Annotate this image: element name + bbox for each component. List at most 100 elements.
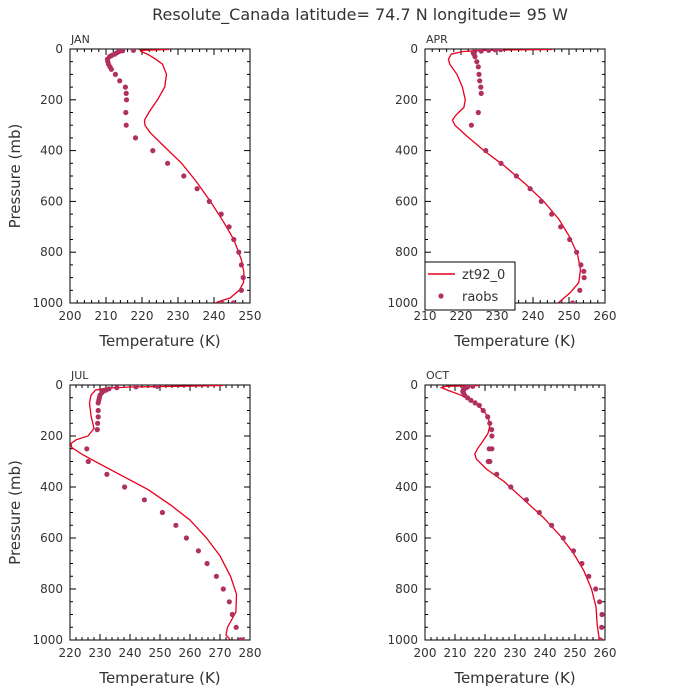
obs-point bbox=[570, 300, 576, 303]
obs-point bbox=[238, 262, 244, 268]
obs-point bbox=[597, 599, 603, 605]
y-tick-label: 600 bbox=[40, 194, 63, 208]
y-tick-label: 0 bbox=[410, 42, 418, 56]
obs-point bbox=[579, 560, 585, 567]
obs-point bbox=[468, 397, 474, 403]
obs-point bbox=[132, 135, 139, 141]
obs-point bbox=[489, 433, 495, 439]
obs-point bbox=[226, 224, 232, 230]
obs-point bbox=[104, 471, 110, 477]
x-tick-label: 200 bbox=[414, 646, 437, 660]
panel-apr: 210 220 230 240 250 260 0 200 400 600 800 1000 APR Te… bbox=[387, 33, 616, 350]
obs-point bbox=[218, 211, 224, 217]
obs-point bbox=[181, 173, 187, 179]
panel-jan: 200 210 220 230 240 250 0 200 400 600 800 1000 JAN Te… bbox=[6, 33, 261, 350]
data-layer bbox=[447, 49, 587, 303]
y-tick-label: 400 bbox=[395, 144, 418, 158]
obs-point bbox=[123, 97, 130, 103]
obs-point bbox=[239, 637, 245, 640]
obs-point bbox=[220, 586, 226, 592]
y-tick-label: 800 bbox=[395, 582, 418, 596]
x-tick-label: 240 bbox=[203, 309, 226, 323]
obs-point bbox=[483, 148, 489, 154]
obs-point bbox=[141, 497, 147, 503]
y-tick-label: 200 bbox=[40, 429, 63, 443]
obs-point bbox=[123, 90, 129, 96]
x-tick-label: 210 bbox=[95, 309, 118, 323]
obs-point bbox=[229, 611, 235, 618]
x-axis-label: Temperature (K) bbox=[453, 332, 575, 350]
obs-point bbox=[475, 109, 481, 116]
obs-point bbox=[487, 420, 493, 426]
y-tick-label: 400 bbox=[395, 480, 418, 494]
x-tick-label: 210 bbox=[444, 646, 467, 660]
y-tick-label: 0 bbox=[55, 42, 63, 56]
y-tick-label: 0 bbox=[410, 378, 418, 392]
x-tick-label: 270 bbox=[209, 646, 232, 660]
x-axis-label: Temperature (K) bbox=[98, 332, 220, 350]
legend-box bbox=[424, 261, 516, 311]
x-tick-label: 260 bbox=[594, 646, 617, 660]
obs-point bbox=[574, 249, 580, 255]
month-label: APR bbox=[426, 33, 448, 46]
panel-jul: 220 230 240 250 260 270 280 0 200 400 600 800 1000 JU… bbox=[6, 369, 261, 687]
figure-title: Resolute_Canada latitude= 74.7 N longitu… bbox=[152, 5, 568, 25]
obs-point bbox=[112, 71, 118, 77]
x-tick-label: 260 bbox=[594, 309, 617, 323]
obs-point bbox=[95, 414, 101, 420]
x-tick-label: 220 bbox=[450, 309, 473, 323]
obs-point bbox=[84, 446, 90, 452]
obs-point bbox=[154, 385, 160, 389]
obs-point bbox=[494, 471, 500, 477]
obs-point bbox=[219, 300, 225, 303]
obs-point bbox=[527, 186, 533, 192]
data-layer bbox=[104, 49, 246, 303]
plot-frame bbox=[69, 48, 251, 304]
obs-point bbox=[498, 160, 504, 166]
x-tick-label: 200 bbox=[59, 309, 82, 323]
obs-point bbox=[130, 49, 136, 53]
legend-obs-label: raobs bbox=[462, 290, 499, 305]
x-tick-label: 250 bbox=[239, 309, 262, 323]
obs-point bbox=[523, 497, 530, 503]
obs-point bbox=[478, 90, 484, 96]
x-tick-label: 230 bbox=[89, 646, 112, 660]
obs-point bbox=[122, 484, 128, 490]
x-axis-label: Temperature (K) bbox=[98, 669, 220, 687]
month-label: OCT bbox=[426, 369, 449, 382]
obs-point bbox=[513, 173, 520, 179]
obs-point bbox=[206, 198, 212, 204]
y-tick-label: 400 bbox=[40, 480, 63, 494]
obs-point bbox=[599, 624, 605, 630]
obs-point bbox=[508, 484, 514, 490]
y-tick-label: 400 bbox=[40, 144, 63, 158]
x-tick-label: 220 bbox=[59, 646, 82, 660]
obs-point bbox=[123, 122, 129, 128]
y-tick-label: 1000 bbox=[387, 633, 418, 647]
obs-point bbox=[475, 64, 481, 70]
y-axis-label: Pressure (mb) bbox=[6, 124, 24, 229]
x-tick-label: 250 bbox=[149, 646, 172, 660]
obs-point bbox=[114, 385, 120, 391]
obs-point bbox=[468, 122, 474, 128]
obs-point bbox=[486, 49, 492, 53]
y-axis-label: Pressure (mb) bbox=[6, 460, 24, 565]
obs-point bbox=[597, 637, 603, 640]
legend-obs-swatch bbox=[438, 293, 444, 299]
obs-point bbox=[165, 160, 171, 166]
obs-point bbox=[578, 262, 584, 268]
y-tick-label: 0 bbox=[55, 378, 63, 392]
obs-point bbox=[230, 300, 236, 303]
obs-point bbox=[231, 236, 237, 243]
obs-point bbox=[150, 148, 156, 154]
legend: zt92_0 raobs bbox=[424, 261, 516, 311]
obs-point bbox=[236, 249, 242, 255]
model-line-jul bbox=[70, 385, 238, 640]
obs-point bbox=[123, 109, 129, 116]
obs-point bbox=[498, 49, 504, 53]
obs-point bbox=[480, 407, 486, 414]
obs-point bbox=[599, 611, 605, 618]
obs-point bbox=[108, 66, 114, 72]
y-tick-label: 800 bbox=[40, 582, 63, 596]
